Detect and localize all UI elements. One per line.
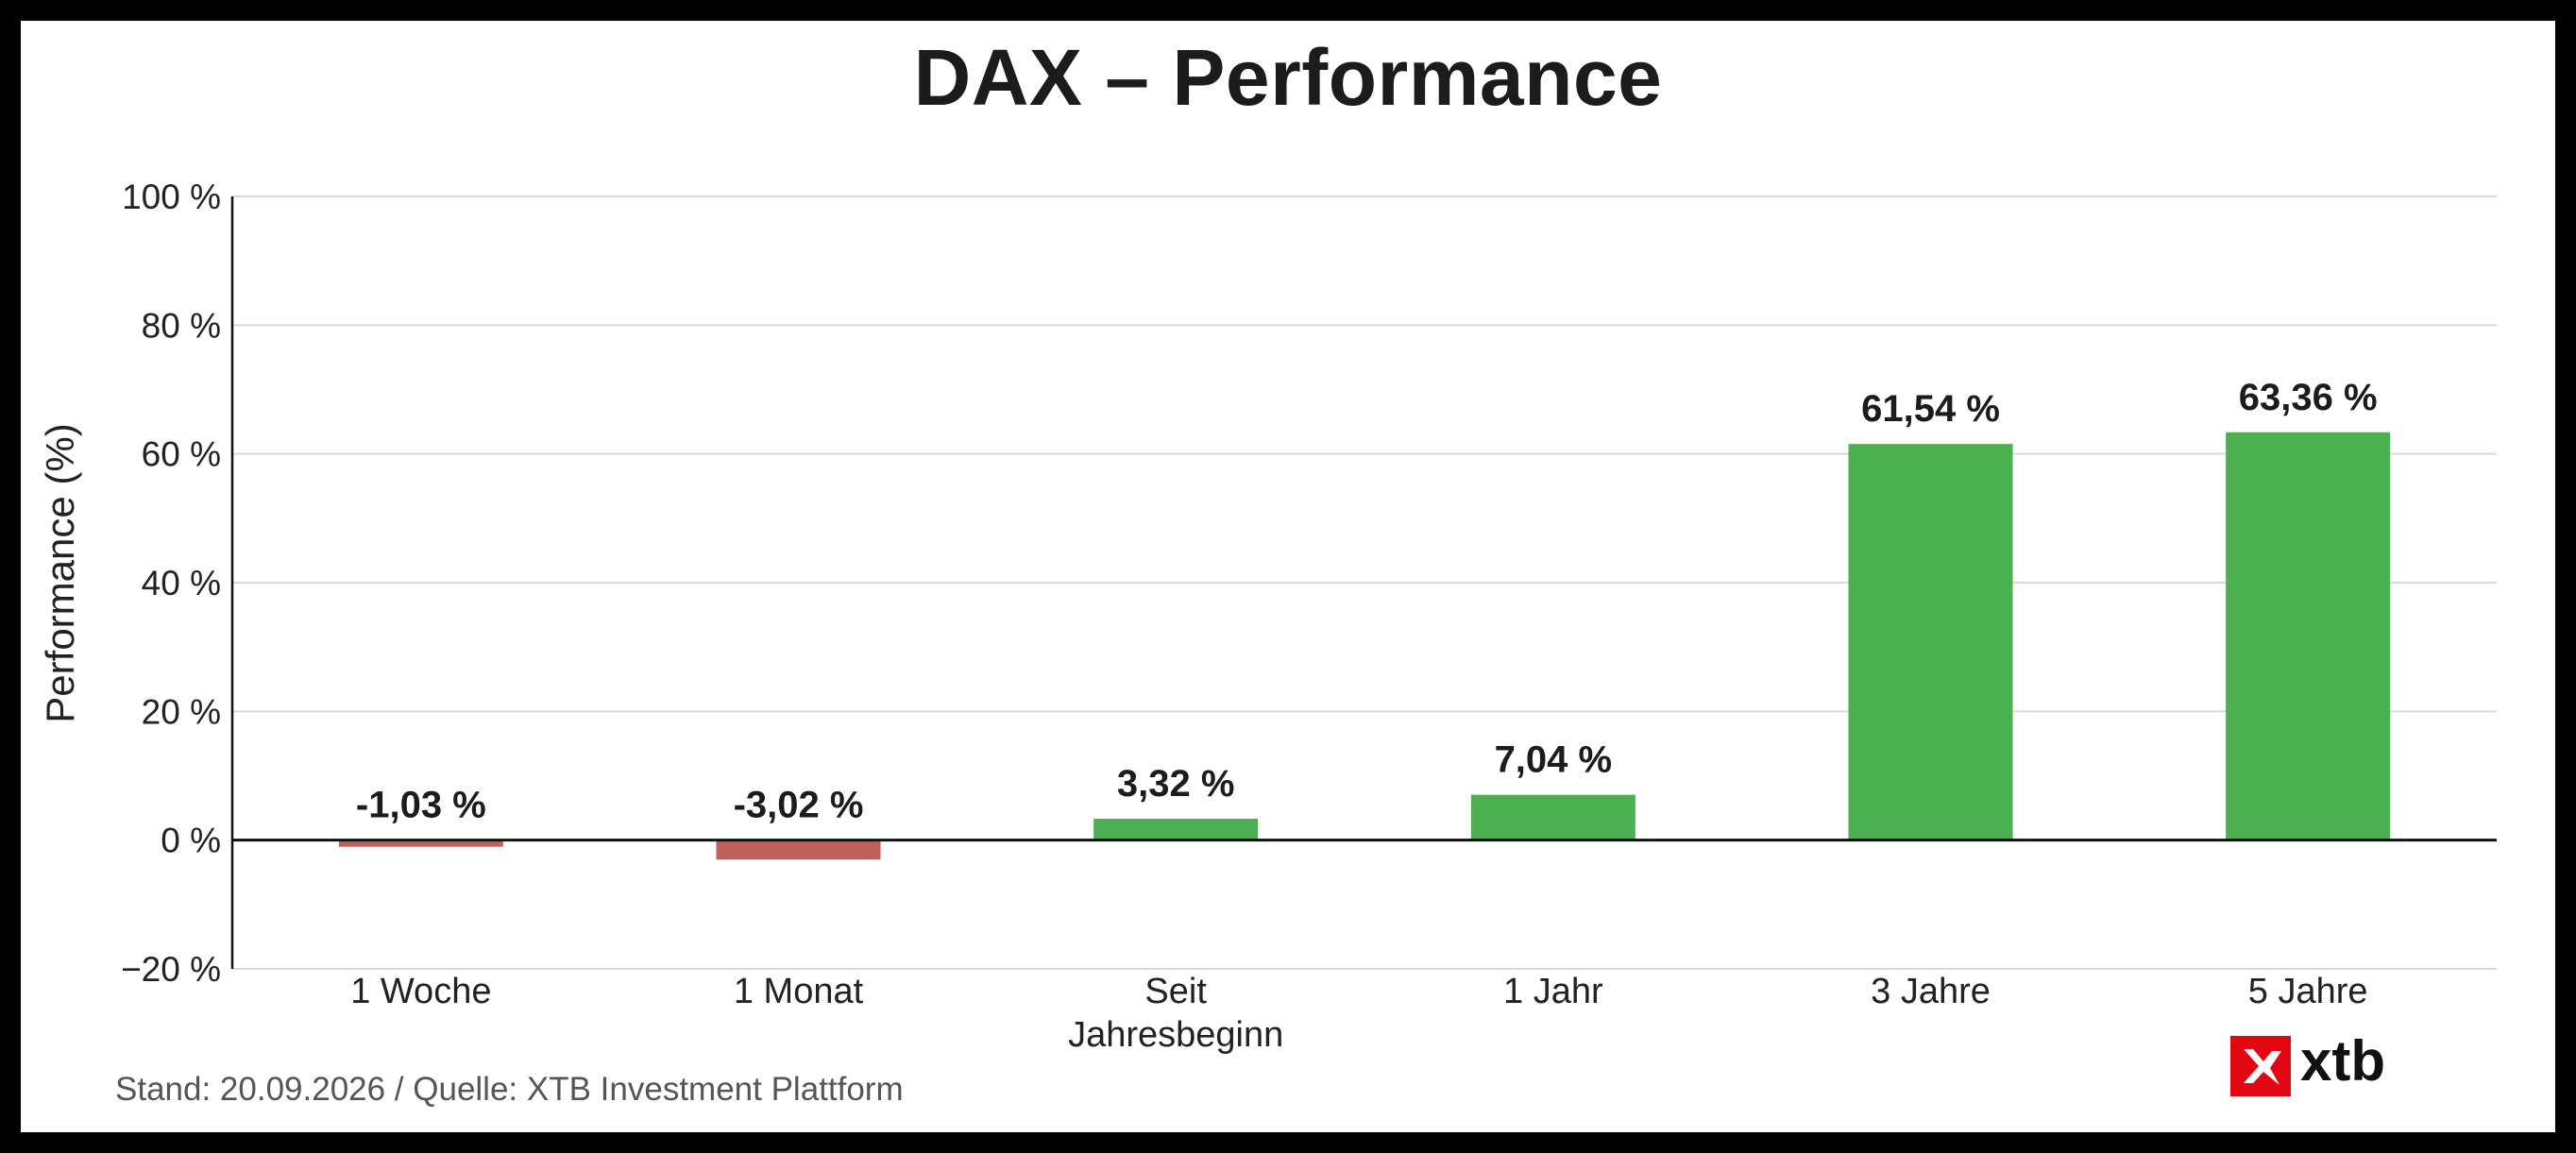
data-label: 61,54 % bbox=[1861, 388, 2000, 430]
x-tick-label: 1 Monat bbox=[734, 972, 864, 1011]
y-tick-label: 80 % bbox=[142, 306, 221, 345]
data-label: 63,36 % bbox=[2239, 377, 2378, 418]
bar-chart: −20 % 0 % 20 % 40 % 60 % 80 % 100 % Performance… bbox=[38, 178, 2497, 1055]
bar bbox=[1470, 794, 1635, 840]
bar bbox=[338, 839, 503, 847]
x-tick-label: 3 Jahre bbox=[1871, 972, 1991, 1011]
y-tick-label: 20 % bbox=[142, 692, 221, 731]
y-tick-label: −20 % bbox=[121, 950, 221, 989]
x-tick-label: 1 Woche bbox=[350, 972, 491, 1011]
bar bbox=[2226, 432, 2391, 840]
y-tick-label: 40 % bbox=[142, 564, 221, 602]
x-tick-label: Seit bbox=[1144, 972, 1207, 1011]
xtb-x-icon bbox=[2230, 1036, 2291, 1096]
bar bbox=[1848, 444, 2013, 840]
chart-title: DAX – Performance bbox=[913, 33, 1663, 122]
y-tick-label: 100 % bbox=[122, 178, 221, 216]
y-tick-label: 0 % bbox=[161, 822, 221, 860]
logo-text: xtb bbox=[2300, 1029, 2385, 1093]
data-label: 3,32 % bbox=[1117, 763, 1235, 805]
x-tick-label: 1 Jahr bbox=[1503, 972, 1603, 1011]
data-label: -1,03 % bbox=[356, 785, 486, 826]
y-axis-title: Performance (%) bbox=[38, 423, 82, 722]
data-label: 7,04 % bbox=[1495, 739, 1613, 781]
bar bbox=[716, 839, 881, 860]
bar bbox=[1093, 819, 1259, 840]
data-label: -3,02 % bbox=[734, 785, 864, 826]
x-tick-label: Jahresbeginn bbox=[1068, 1015, 1283, 1055]
source-note: Stand: 20.09.2026 / Quelle: XTB Investme… bbox=[115, 1071, 904, 1108]
x-tick-label: 5 Jahre bbox=[2248, 972, 2368, 1011]
chart-frame: DAX – Performance −20 % 0 % 20 % 40 % 60 % 80… bbox=[21, 21, 2555, 1132]
y-tick-label: 60 % bbox=[142, 435, 221, 474]
xtb-logo: xtb bbox=[2230, 1029, 2400, 1102]
